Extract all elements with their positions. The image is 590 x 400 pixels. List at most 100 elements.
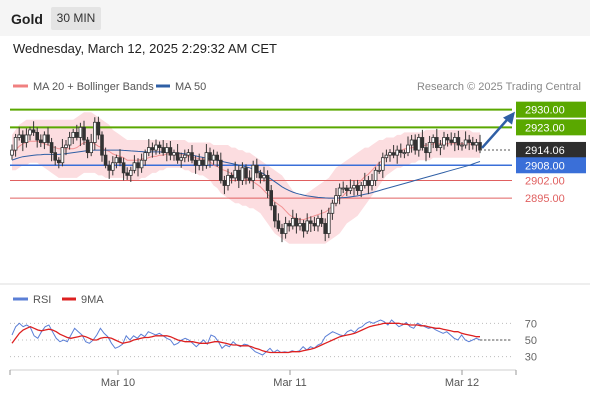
svg-text:2895.00: 2895.00 (525, 193, 565, 205)
candle (143, 149, 148, 166)
candle (200, 157, 205, 171)
chart-timestamp: Wednesday, March 12, 2025 2:29:32 AM CET (13, 41, 277, 56)
candle (373, 167, 378, 187)
candle (262, 166, 266, 182)
candle (240, 162, 245, 185)
candle (323, 218, 327, 242)
candle (93, 117, 97, 151)
candle (75, 124, 79, 141)
level-label: 2914.06 (516, 141, 586, 158)
candle (280, 223, 284, 243)
candle (244, 164, 248, 185)
candle (355, 179, 360, 196)
projection-arrow-shaft (481, 116, 510, 149)
candle (251, 160, 256, 190)
candle (384, 149, 389, 163)
candle (294, 213, 299, 234)
candle (208, 147, 212, 168)
candle (449, 132, 453, 146)
candle (463, 131, 468, 149)
candle (114, 154, 119, 169)
candle (42, 131, 47, 150)
candle (78, 122, 83, 147)
candle (272, 202, 277, 228)
candle (39, 134, 43, 148)
candle (467, 134, 471, 151)
level-label: 2930.00 (516, 101, 586, 118)
candle (218, 152, 223, 184)
candle (13, 133, 18, 157)
candle (427, 135, 432, 158)
candle (172, 149, 176, 161)
rsi-legend-label: RSI (33, 294, 51, 306)
candle (445, 133, 450, 147)
candle (402, 149, 407, 159)
rsi-ma-legend-label: 9MA (81, 294, 104, 306)
candle (139, 153, 144, 173)
candle (388, 149, 392, 162)
candle (64, 139, 68, 156)
candle (359, 181, 363, 198)
candle (305, 213, 309, 235)
candle (308, 216, 313, 233)
candle (456, 130, 461, 151)
candle (49, 137, 54, 162)
candle (168, 140, 173, 161)
candle (35, 127, 39, 148)
candle (330, 199, 335, 220)
candle (460, 142, 464, 151)
candle (269, 184, 273, 211)
candle (442, 131, 446, 150)
level-label: 2923.00 (516, 119, 586, 136)
timeframe-button[interactable]: 30 MIN (51, 7, 101, 30)
level-label: 2902.00 (525, 175, 565, 187)
candle (431, 134, 435, 149)
candle (474, 138, 479, 152)
candle (395, 145, 399, 164)
candle (125, 167, 130, 180)
rsi-tick-label: 50 (525, 335, 537, 347)
ma50-legend-label: MA 50 (175, 81, 206, 93)
candle (186, 149, 191, 162)
candle (352, 180, 356, 196)
level-label: 2908.00 (516, 157, 586, 174)
candle (118, 149, 122, 167)
candle (326, 207, 331, 239)
top-bar: Gold 30 MIN (0, 0, 590, 36)
candle (193, 155, 198, 174)
candle (334, 188, 338, 207)
candle (82, 120, 86, 146)
rsi-panel: 70 50 30 (10, 318, 537, 364)
svg-text:2930.00: 2930.00 (525, 105, 565, 117)
candle (31, 121, 36, 136)
candle (128, 166, 133, 182)
candle (233, 161, 238, 182)
candle (107, 160, 112, 179)
candle (276, 213, 281, 232)
candle (111, 156, 115, 176)
candle (298, 217, 302, 231)
candle (121, 157, 126, 181)
candle (377, 161, 381, 174)
candle (161, 139, 166, 156)
svg-text:2914.06: 2914.06 (525, 145, 565, 157)
candle (182, 149, 187, 163)
candle (179, 152, 184, 168)
candle (67, 131, 72, 150)
candle (215, 151, 220, 167)
candle (197, 153, 202, 171)
candle (424, 143, 428, 162)
level-label: 2895.00 (525, 193, 565, 205)
candle (341, 181, 345, 194)
candle (211, 149, 216, 165)
x-axis-ticks: Mar 10 Mar 11 Mar 12 (9, 370, 517, 389)
candle (319, 209, 324, 227)
candle (287, 220, 291, 232)
candle (53, 146, 57, 166)
candle (85, 136, 90, 159)
candle (247, 170, 252, 184)
svg-text:2908.00: 2908.00 (525, 160, 565, 172)
candle (406, 136, 410, 157)
candle (226, 168, 230, 191)
